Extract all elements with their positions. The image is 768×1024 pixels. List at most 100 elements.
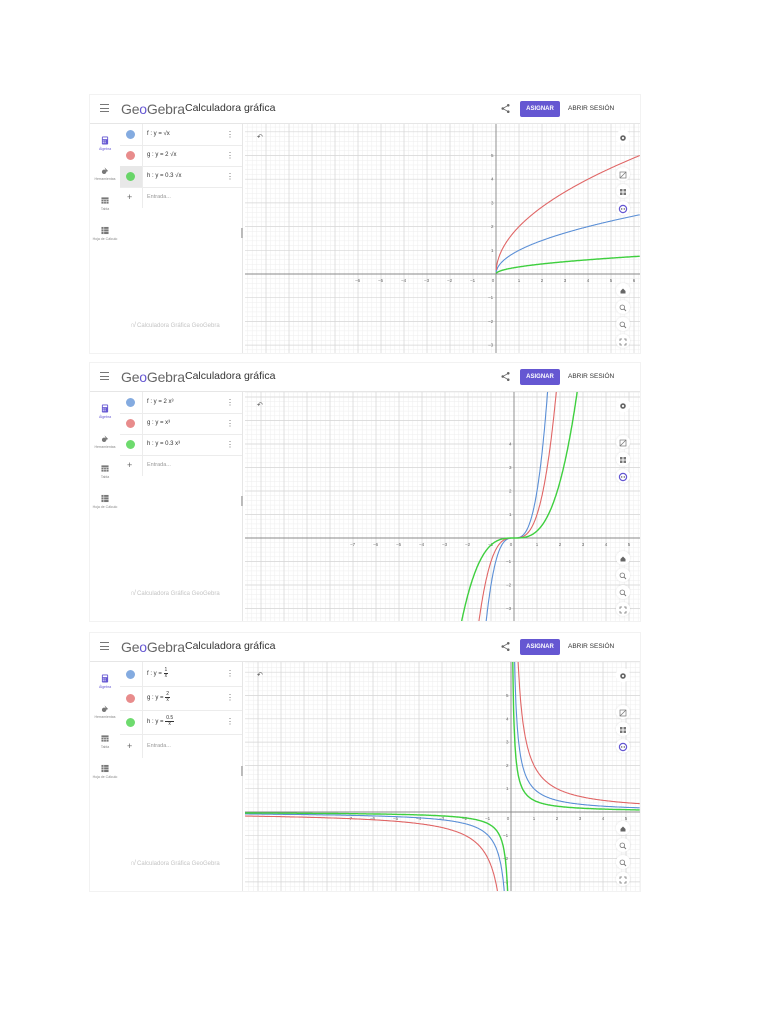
expression-g[interactable]: g : y = 2 √x bbox=[147, 152, 177, 158]
ar-view-button[interactable] bbox=[616, 201, 630, 215]
grid-toggle-button[interactable] bbox=[616, 184, 630, 198]
login-button[interactable]: ABRIR SESIÓN bbox=[568, 639, 614, 655]
undo-icon[interactable]: ↶ bbox=[257, 134, 263, 141]
zoom-in-button[interactable] bbox=[616, 300, 630, 314]
add-icon[interactable]: + bbox=[127, 740, 133, 751]
more-options-icon[interactable]: ⋮ bbox=[226, 150, 234, 160]
fullscreen-button[interactable] bbox=[616, 602, 630, 616]
algebra-row-g[interactable]: g : y = x³ ⋮ bbox=[120, 413, 242, 435]
zoom-out-button[interactable] bbox=[616, 855, 630, 869]
visibility-toggle-f[interactable] bbox=[126, 669, 135, 679]
zoom-in-button[interactable] bbox=[616, 568, 630, 582]
algebra-row-g[interactable]: g : y = 2 √x ⋮ bbox=[120, 145, 242, 167]
more-options-icon[interactable]: ⋮ bbox=[226, 418, 234, 428]
visibility-toggle-f[interactable] bbox=[126, 398, 135, 407]
algebra-row-h[interactable]: h : y = 0.5 x ⋮ bbox=[120, 710, 242, 735]
algebra-row-h[interactable]: h : y = 0.3 x³ ⋮ bbox=[120, 434, 242, 456]
more-options-icon[interactable]: ⋮ bbox=[226, 717, 234, 726]
panel-resize-handle[interactable] bbox=[241, 228, 243, 238]
style-bar-button[interactable] bbox=[616, 435, 630, 449]
login-button[interactable]: ABRIR SESIÓN bbox=[568, 369, 614, 385]
grid-toggle-button[interactable] bbox=[616, 722, 630, 736]
more-options-icon[interactable]: ⋮ bbox=[226, 397, 234, 407]
rail-item-calculator[interactable]: Álgebra bbox=[90, 674, 120, 689]
login-button[interactable]: ABRIR SESIÓN bbox=[568, 101, 614, 117]
expression-h[interactable]: h : y = 0.3 x³ bbox=[147, 441, 181, 447]
zoom-in-button[interactable] bbox=[616, 838, 630, 852]
add-icon[interactable]: + bbox=[127, 460, 133, 470]
algebra-row-h[interactable]: h : y = 0.3 √x ⋮ bbox=[120, 166, 242, 188]
rail-item-spreadsheet[interactable]: Hoja de Cálculo bbox=[90, 226, 120, 241]
undo-icon[interactable]: ↶ bbox=[257, 672, 263, 679]
rail-item-calculator[interactable]: Álgebra bbox=[90, 136, 120, 151]
share-icon[interactable] bbox=[500, 371, 511, 382]
home-button[interactable] bbox=[616, 283, 630, 297]
rail-item-tools[interactable]: Herramientas bbox=[90, 704, 120, 719]
hamburger-menu-icon[interactable] bbox=[100, 372, 109, 380]
assign-button[interactable]: ASIGNAR bbox=[520, 369, 560, 385]
input-bar[interactable]: + Entrada... bbox=[120, 455, 242, 476]
rail-item-table[interactable]: Tabla bbox=[90, 734, 120, 749]
undo-icon[interactable]: ↶ bbox=[257, 402, 263, 409]
expression-h[interactable]: h : y = 0.5 x bbox=[147, 716, 175, 727]
panel-resize-handle[interactable] bbox=[241, 766, 243, 776]
assign-button[interactable]: ASIGNAR bbox=[520, 639, 560, 655]
home-button[interactable] bbox=[616, 551, 630, 565]
share-icon[interactable] bbox=[500, 103, 511, 114]
ar-view-button[interactable] bbox=[616, 739, 630, 753]
fullscreen-button[interactable] bbox=[616, 872, 630, 886]
rail-item-spreadsheet[interactable]: Hoja de Cálculo bbox=[90, 494, 120, 509]
algebra-row-f[interactable]: f : y = 2 x³ ⋮ bbox=[120, 392, 242, 414]
rail-item-spreadsheet[interactable]: Hoja de Cálculo bbox=[90, 764, 120, 779]
rail-item-tools[interactable]: Herramientas bbox=[90, 434, 120, 449]
expression-g[interactable]: g : y = x³ bbox=[147, 420, 171, 426]
more-options-icon[interactable]: ⋮ bbox=[226, 439, 234, 449]
expression-f[interactable]: f : y = √x bbox=[147, 131, 170, 137]
home-button[interactable] bbox=[616, 821, 630, 835]
more-options-icon[interactable]: ⋮ bbox=[226, 129, 234, 139]
panel-resize-handle[interactable] bbox=[241, 496, 243, 506]
rail-item-table[interactable]: Tabla bbox=[90, 196, 120, 211]
algebra-row-f[interactable]: f : y = 1 x ⋮ bbox=[120, 662, 242, 687]
zoom-out-button[interactable] bbox=[616, 317, 630, 331]
visibility-toggle-g[interactable] bbox=[126, 693, 135, 703]
rail-item-calculator[interactable]: Álgebra bbox=[90, 404, 120, 419]
more-options-icon[interactable]: ⋮ bbox=[226, 693, 234, 702]
input-bar[interactable]: + Entrada... bbox=[120, 187, 242, 208]
expression-f[interactable]: f : y = 2 x³ bbox=[147, 399, 174, 405]
settings-button[interactable] bbox=[616, 668, 630, 682]
grid-toggle-button[interactable] bbox=[616, 452, 630, 466]
visibility-toggle-h[interactable] bbox=[126, 717, 135, 727]
settings-button[interactable] bbox=[616, 398, 630, 412]
fullscreen-button[interactable] bbox=[616, 334, 630, 348]
style-bar-button[interactable] bbox=[616, 167, 630, 181]
share-icon[interactable] bbox=[500, 641, 511, 652]
visibility-toggle-g[interactable] bbox=[126, 419, 135, 428]
assign-button[interactable]: ASIGNAR bbox=[520, 101, 560, 117]
visibility-toggle-h[interactable] bbox=[126, 440, 135, 449]
expression-h[interactable]: h : y = 0.3 √x bbox=[147, 173, 182, 179]
visibility-toggle-g[interactable] bbox=[126, 151, 135, 160]
style-bar-button[interactable] bbox=[616, 705, 630, 719]
visibility-toggle-h[interactable] bbox=[126, 172, 135, 181]
rail-item-tools[interactable]: Herramientas bbox=[90, 166, 120, 181]
hamburger-menu-icon[interactable] bbox=[100, 642, 109, 650]
algebra-row-g[interactable]: g : y = 2 x ⋮ bbox=[120, 686, 242, 711]
more-options-icon[interactable]: ⋮ bbox=[226, 669, 234, 678]
rail-item-table[interactable]: Tabla bbox=[90, 464, 120, 479]
more-options-icon[interactable]: ⋮ bbox=[226, 171, 234, 181]
add-icon[interactable]: + bbox=[127, 192, 133, 202]
visibility-toggle-f[interactable] bbox=[126, 130, 135, 139]
input-bar[interactable]: + Entrada... bbox=[120, 734, 242, 758]
algebra-row-f[interactable]: f : y = √x ⋮ bbox=[120, 124, 242, 146]
zoom-out-button[interactable] bbox=[616, 585, 630, 599]
ar-view-button[interactable] bbox=[616, 469, 630, 483]
